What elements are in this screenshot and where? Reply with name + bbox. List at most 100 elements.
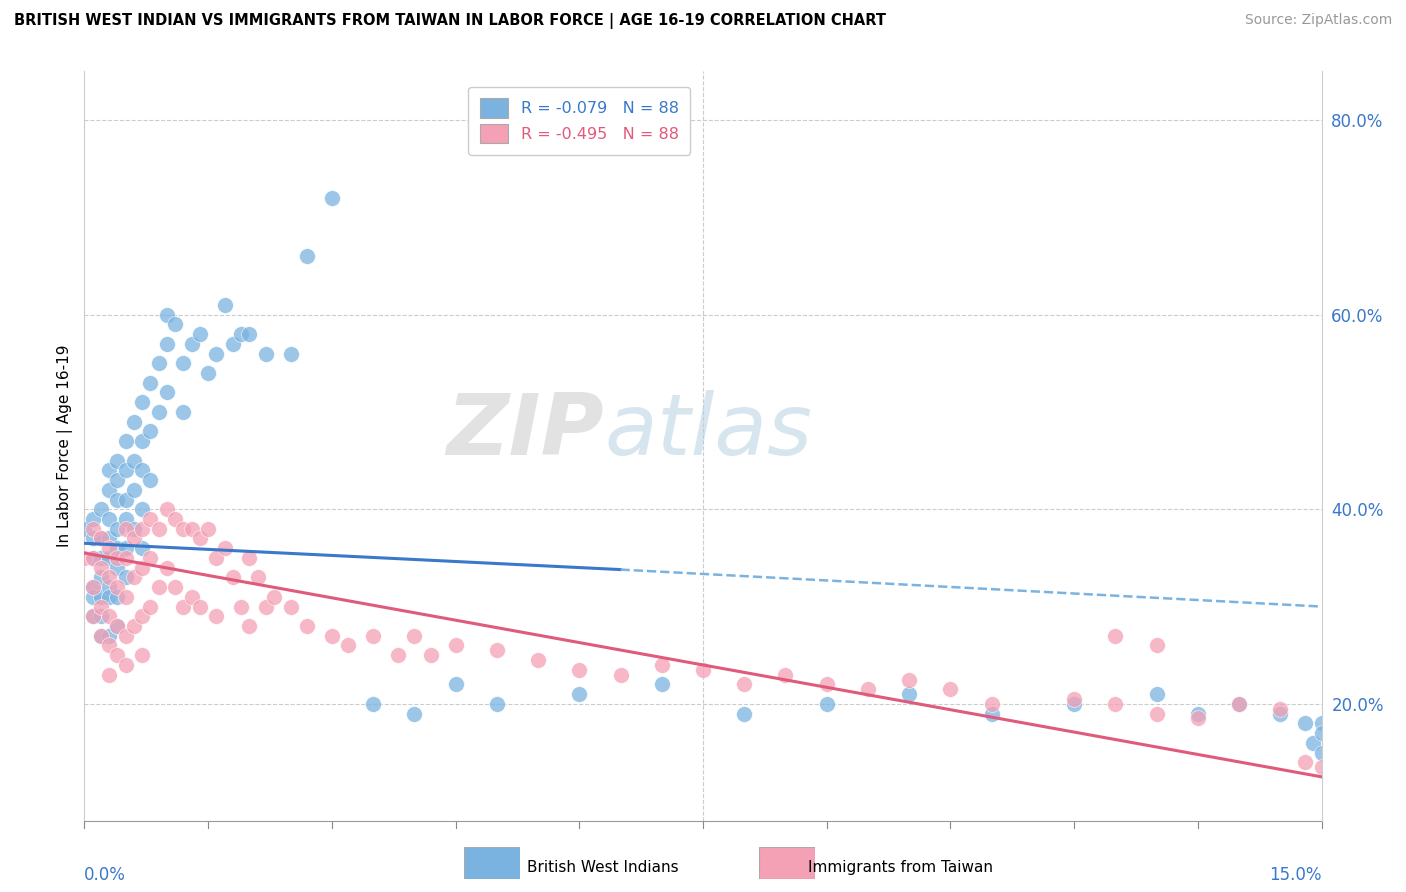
Point: [114, 590, 136, 604]
Point: [246, 570, 269, 584]
Point: [387, 648, 409, 663]
Point: [1063, 692, 1085, 706]
Point: [156, 385, 179, 400]
Point: [197, 366, 219, 380]
Point: [90, 590, 112, 604]
Point: [122, 453, 145, 467]
Point: [1187, 706, 1209, 721]
Point: [98, 512, 121, 526]
Point: [105, 453, 128, 467]
Point: [1146, 706, 1168, 721]
Point: [90, 502, 112, 516]
Point: [1227, 697, 1250, 711]
Point: [98, 532, 121, 546]
Point: [114, 463, 136, 477]
Point: [280, 346, 302, 360]
Point: [105, 580, 128, 594]
Point: [114, 570, 136, 584]
Point: [165, 580, 187, 594]
Point: [1310, 746, 1333, 760]
Point: [980, 697, 1002, 711]
Point: [114, 550, 136, 565]
Point: [295, 619, 318, 633]
Point: [98, 550, 121, 565]
Point: [609, 667, 631, 681]
Text: Immigrants from Taiwan: Immigrants from Taiwan: [808, 860, 994, 874]
Point: [90, 560, 112, 574]
Text: 15.0%: 15.0%: [1270, 865, 1322, 884]
Point: [238, 550, 260, 565]
Point: [90, 550, 112, 565]
Point: [139, 425, 162, 439]
Point: [1227, 697, 1250, 711]
Point: [105, 590, 128, 604]
Point: [98, 580, 121, 594]
Point: [188, 599, 211, 614]
Point: [131, 463, 153, 477]
Point: [815, 697, 838, 711]
Point: [105, 473, 128, 487]
Point: [90, 532, 112, 546]
Point: [733, 706, 755, 721]
Point: [90, 629, 112, 643]
Point: [856, 682, 879, 697]
Point: [485, 643, 508, 657]
Point: [131, 560, 153, 574]
Point: [321, 629, 343, 643]
Point: [98, 609, 121, 624]
Point: [172, 405, 194, 419]
Point: [82, 580, 104, 594]
Point: [1146, 687, 1168, 701]
Point: [205, 346, 228, 360]
Point: [73, 550, 96, 565]
Point: [229, 327, 252, 342]
Point: [568, 687, 591, 701]
Point: [82, 550, 104, 565]
Point: [73, 522, 96, 536]
Point: [131, 434, 153, 449]
Point: [114, 512, 136, 526]
Point: [1146, 639, 1168, 653]
Point: [114, 434, 136, 449]
Point: [156, 560, 179, 574]
Point: [122, 570, 145, 584]
Point: [180, 336, 202, 351]
Point: [148, 405, 170, 419]
Point: [131, 522, 153, 536]
Point: [98, 570, 121, 584]
Point: [238, 327, 260, 342]
Point: [90, 609, 112, 624]
Point: [1310, 726, 1333, 740]
Point: [229, 599, 252, 614]
Legend: R = -0.079   N = 88, R = -0.495   N = 88: R = -0.079 N = 88, R = -0.495 N = 88: [468, 87, 690, 154]
Point: [122, 522, 145, 536]
Point: [1302, 736, 1324, 750]
Point: [361, 629, 384, 643]
Point: [139, 512, 162, 526]
Point: [98, 541, 121, 556]
Point: [815, 677, 838, 691]
Point: [139, 550, 162, 565]
Point: [419, 648, 441, 663]
Point: [1104, 629, 1126, 643]
Point: [1063, 697, 1085, 711]
Point: [651, 677, 673, 691]
Point: [90, 570, 112, 584]
Point: [90, 599, 112, 614]
Point: [105, 541, 128, 556]
Point: [122, 483, 145, 497]
Text: Source: ZipAtlas.com: Source: ZipAtlas.com: [1244, 13, 1392, 28]
Point: [139, 376, 162, 390]
Point: [131, 395, 153, 409]
Point: [898, 687, 921, 701]
Point: [1270, 706, 1292, 721]
Point: [568, 663, 591, 677]
Point: [90, 629, 112, 643]
Point: [114, 629, 136, 643]
Point: [148, 522, 170, 536]
Point: [82, 590, 104, 604]
Point: [254, 599, 277, 614]
Point: [114, 522, 136, 536]
Point: [1270, 702, 1292, 716]
Point: [197, 522, 219, 536]
